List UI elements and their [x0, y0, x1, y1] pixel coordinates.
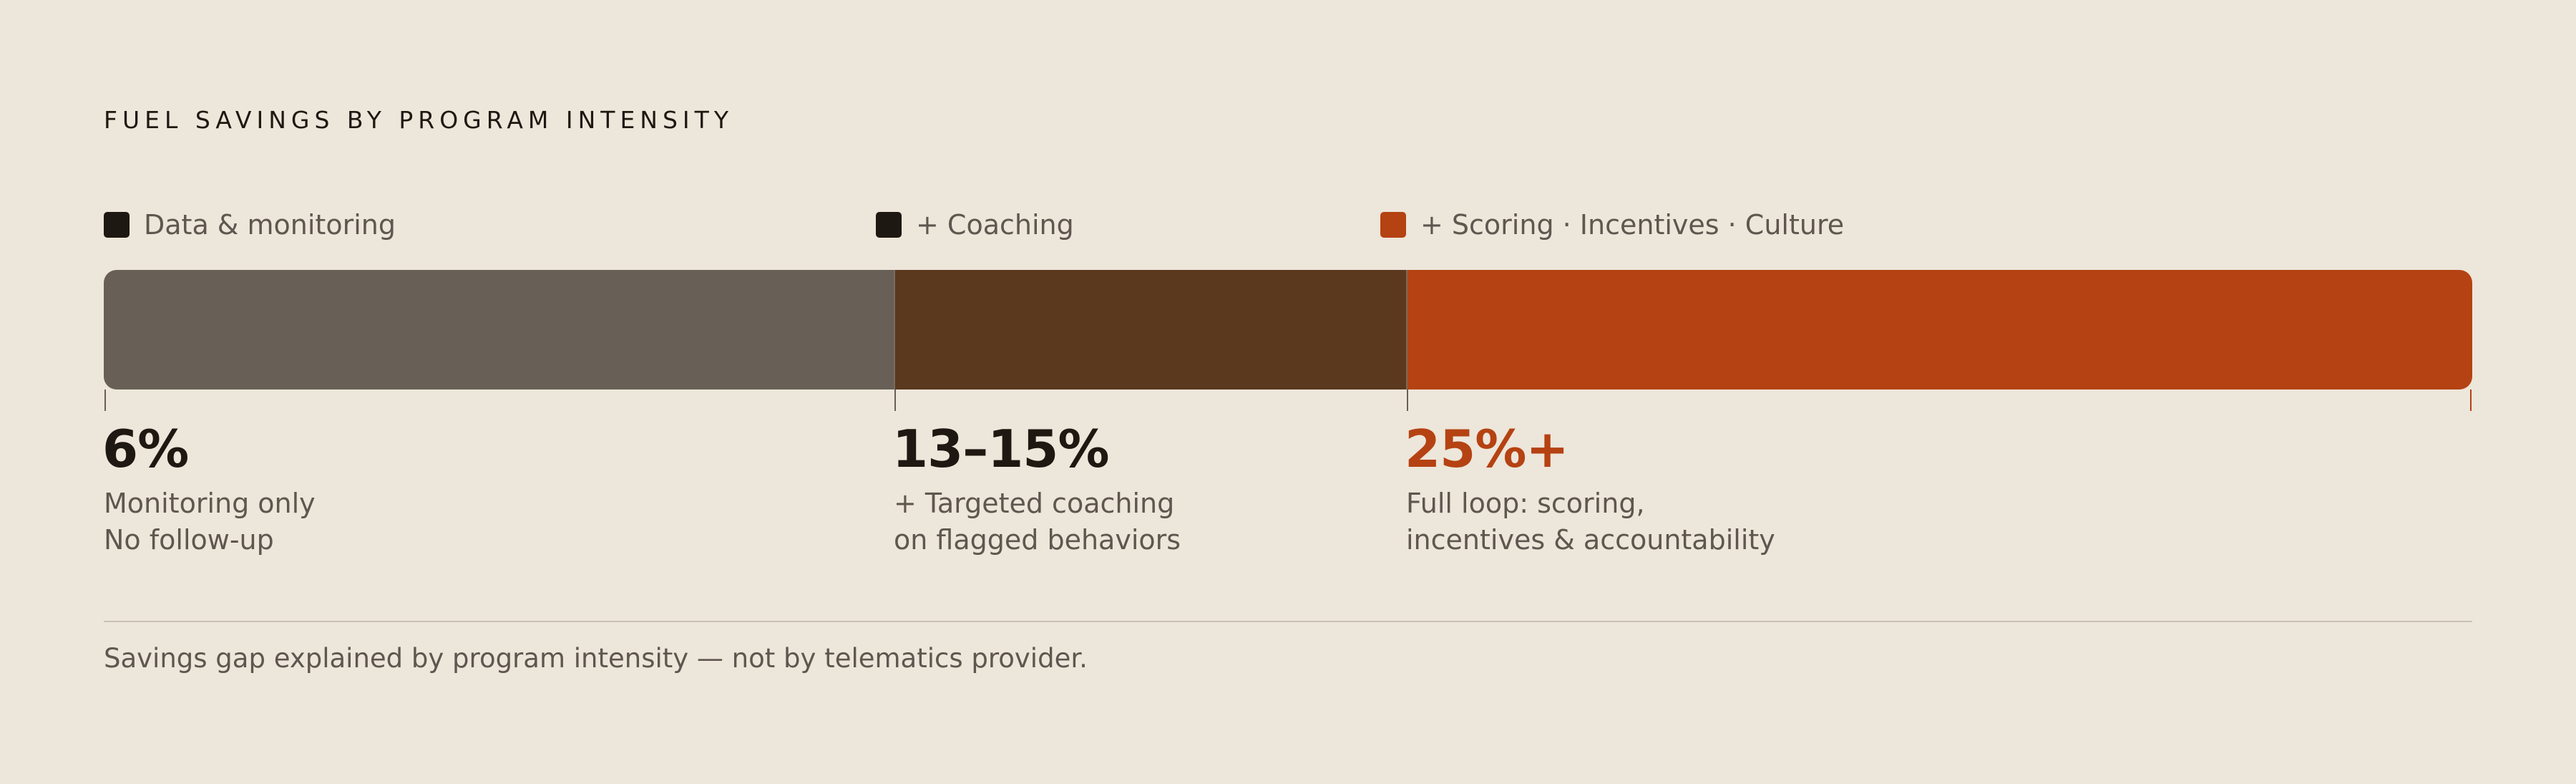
tick — [2470, 389, 2472, 411]
legend-item: + Coaching — [876, 209, 1074, 241]
tick — [1407, 389, 1408, 411]
bar-segment — [894, 270, 1406, 389]
tick — [104, 389, 106, 411]
stage-description: + Targeted coaching on flagged behaviors — [894, 485, 1181, 558]
legend-item: Data & monitoring — [104, 209, 396, 241]
legend-swatch — [1380, 212, 1406, 238]
desc-line: + Targeted coaching — [894, 488, 1175, 519]
tick — [894, 389, 896, 411]
legend-swatch — [104, 212, 130, 238]
stage-description: Monitoring only No follow-up — [104, 485, 316, 558]
divider — [104, 621, 2472, 622]
desc-line: incentives & accountability — [1406, 524, 1775, 556]
bar-segment — [104, 270, 894, 389]
legend-label: + Scoring · Incentives · Culture — [1420, 209, 1845, 241]
desc-line: Full loop: scoring, — [1406, 488, 1645, 519]
legend-swatch — [876, 212, 902, 238]
desc-line: No follow-up — [104, 524, 274, 556]
legend-label: + Coaching — [916, 209, 1074, 241]
stage-description: Full loop: scoring, incentives & accounta… — [1406, 485, 1775, 558]
bar-segment — [1406, 270, 2472, 389]
stage-value: 13–15% — [892, 419, 1110, 479]
stage-value: 6% — [102, 419, 189, 479]
desc-line: Monitoring only — [104, 488, 316, 519]
desc-line: on flagged behaviors — [894, 524, 1181, 556]
footnote: Savings gap explained by program intensi… — [104, 643, 1088, 674]
legend-label: Data & monitoring — [144, 209, 396, 241]
legend-item: + Scoring · Incentives · Culture — [1380, 209, 1844, 241]
stage-value: 25%+ — [1405, 419, 1569, 479]
title: FUEL SAVINGS BY PROGRAM INTENSITY — [104, 106, 733, 134]
